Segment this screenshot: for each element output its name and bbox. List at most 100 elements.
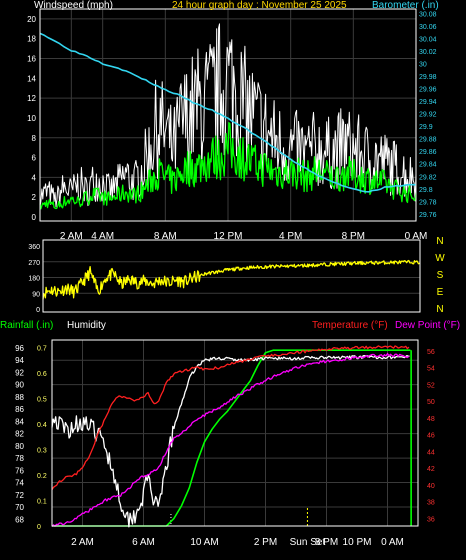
baro-ytick-2: 29.8 [419,187,433,194]
hum-ytick-12: 92 [15,368,24,377]
wind-ytick-8: 16 [27,55,36,64]
wind-ytick-5: 10 [27,114,36,123]
wind-xtick-1: 4 AM [91,231,114,242]
hum-ytick-0: 68 [15,515,24,524]
compass-label-1: W [435,253,445,264]
baro-ytick-12: 30 [419,62,427,69]
hum-xtick-2: 10 AM [190,537,218,548]
wind-ytick-10: 20 [27,15,36,24]
barometer-line [39,32,417,193]
baro-ytick-15: 30.06 [419,24,437,31]
hum-ytick-6: 80 [15,442,24,451]
rain-ytick-2: 0.2 [37,473,47,480]
wind-ytick-4: 8 [32,134,37,143]
baro-ytick-0: 29.76 [419,212,437,219]
baro-ytick-6: 29.88 [419,137,437,144]
temp-ytick-10: 56 [427,349,435,356]
hum-xtick-1: 6 AM [132,537,155,548]
dewpoint-line [51,352,410,528]
wind-panel-frame [39,8,417,222]
temp-ytick-9: 54 [427,366,435,373]
wind-xtick-2: 8 AM [154,231,177,242]
wind-ytick-9: 18 [27,35,36,44]
hum-ytick-11: 90 [15,381,24,390]
humidity-axis-title: Humidity [67,320,106,331]
baro-ytick-13: 30.02 [419,49,437,56]
rain-ytick-4: 0.4 [37,422,47,429]
hum-ytick-5: 78 [15,454,24,463]
hum-ytick-2: 72 [15,491,24,500]
wind-ytick-2: 4 [32,173,37,182]
hum-ytick-8: 84 [15,417,24,426]
wind-gust-line [39,23,417,209]
direction-panel-frame [42,239,421,313]
dir-ytick-3: 270 [28,260,40,267]
wind-xtick-4: 4 PM [279,231,302,242]
humidity-panel-frame [51,339,419,527]
baro-ytick-1: 29.78 [419,199,437,206]
baro-ytick-10: 29.96 [419,87,437,94]
compass-label-0: N [436,236,443,247]
rainfall-axis-title: Rainfall (.in) [0,320,54,331]
hum-ytick-7: 82 [15,430,24,439]
rain-ytick-5: 0.5 [37,397,47,404]
dewpoint-axis-title: Dew Point (°F) [395,320,461,331]
temperature-line [51,345,410,490]
wind-ytick-0: 0 [32,213,37,222]
temp-ytick-0: 36 [427,516,435,523]
wind-xtick-6: 0 AM [405,231,428,242]
hum-ytick-13: 94 [15,356,24,365]
baro-ytick-3: 29.82 [419,174,437,181]
sunset-xtick: Sun Set [290,537,326,548]
wind-xtick-5: 8 PM [342,231,365,242]
dir-ytick-0: 0 [36,307,40,314]
wind-xtick-3: 12 PM [214,231,243,242]
hum-xtick-6: 10 PM [343,537,372,548]
dir-ytick-1: 90 [32,291,40,298]
windspeed-axis-title: Windspeed (mph) [34,0,113,11]
hum-xtick-7: 0 AM [381,537,404,548]
rain-ytick-7: 0.7 [37,346,47,353]
baro-ytick-11: 29.98 [419,74,437,81]
hum-ytick-3: 74 [15,479,24,488]
temp-ytick-2: 40 [427,483,435,490]
baro-ytick-16: 30.08 [419,11,437,18]
barometer-axis-title: Barometer (.in) [372,0,439,11]
hum-ytick-9: 86 [15,405,24,414]
wind-avg-line [39,122,417,210]
temp-ytick-5: 46 [427,433,435,440]
hum-ytick-4: 76 [15,466,24,475]
compass-label-2: S [437,270,444,281]
compass-label-3: E [437,287,444,298]
wind-ytick-7: 14 [27,74,36,83]
hum-xtick-5: 8 PM [315,537,338,548]
wind-xtick-0: 2 AM [60,231,83,242]
hum-xtick-0: 2 AM [71,537,94,548]
wind-ytick-3: 6 [32,154,37,163]
baro-ytick-7: 29.9 [419,124,433,131]
compass-label-4: N [436,304,443,315]
temp-ytick-8: 52 [427,382,435,389]
hum-xtick-3: 2 PM [254,537,277,548]
dir-ytick-4: 360 [28,244,40,251]
baro-ytick-14: 30.04 [419,36,437,43]
humidity-line [51,354,410,528]
wind-ytick-6: 12 [27,94,36,103]
temp-ytick-7: 50 [427,399,435,406]
rain-ytick-1: 0.1 [37,499,47,506]
temp-ytick-4: 44 [427,449,435,456]
temp-ytick-1: 38 [427,500,435,507]
rain-ytick-3: 0.3 [37,448,47,455]
temp-ytick-3: 42 [427,466,435,473]
wind-ytick-1: 2 [32,193,37,202]
temp-ytick-6: 48 [427,416,435,423]
wind-direction-line [42,259,421,300]
baro-ytick-8: 29.92 [419,112,437,119]
hum-ytick-1: 70 [15,503,24,512]
hum-ytick-10: 88 [15,393,24,402]
baro-ytick-9: 29.94 [419,99,437,106]
rainfall-line [52,349,411,527]
hum-ytick-14: 96 [15,344,24,353]
